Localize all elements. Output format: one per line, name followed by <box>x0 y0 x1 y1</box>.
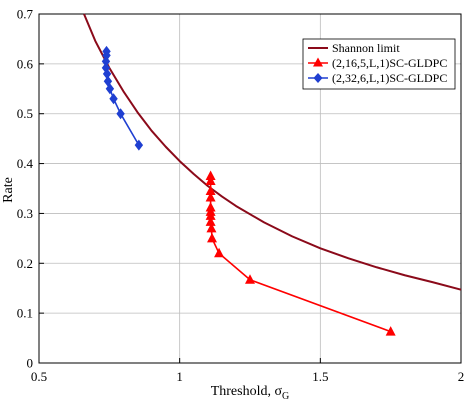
x-axis-ticks: 0.5 1 1.5 2 <box>31 358 464 384</box>
y-tick-label: 0.4 <box>17 156 34 171</box>
series-line-1 <box>209 176 391 333</box>
plot-area-frame <box>38 13 462 364</box>
series-layer <box>83 13 462 336</box>
y-tick-label: 0.6 <box>17 56 34 71</box>
legend-label-sc-gldpc-16: (2,16,5,L,1)SC-GLDPC <box>332 56 447 70</box>
data-point-triangle <box>205 216 216 226</box>
y-tick-label: 0.2 <box>17 256 33 271</box>
y-tick-label: 0.1 <box>17 306 33 321</box>
data-point-diamond <box>105 83 115 95</box>
y-tick-label: 0 <box>27 356 34 371</box>
legend-label-shannon: Shannon limit <box>332 41 400 55</box>
legend-marker-triangle <box>313 57 323 67</box>
y-tick-label: 0.5 <box>17 106 33 121</box>
data-point-triangle <box>205 210 216 220</box>
x-tick-label: 2 <box>458 369 465 384</box>
data-point-triangle <box>245 274 255 284</box>
x-tick-label: 0.5 <box>31 369 47 384</box>
data-point-diamond <box>109 93 118 105</box>
data-point-diamond <box>116 108 125 120</box>
data-point-triangle <box>207 232 218 243</box>
x-axis-label-subscript: G <box>282 391 289 402</box>
y-tick-label: 0.3 <box>17 206 33 221</box>
legend-marker-diamond <box>313 73 323 83</box>
data-point-triangle <box>205 185 216 195</box>
data-point-triangle <box>205 191 216 202</box>
y-axis-label: Rate <box>1 177 16 203</box>
x-axis-label-main: Threshold, σ <box>211 384 283 399</box>
series-line-0 <box>83 13 462 291</box>
x-tick-label: 1.5 <box>312 369 328 384</box>
data-point-diamond <box>101 55 111 67</box>
data-point-triangle <box>214 247 225 258</box>
data-point-triangle <box>385 326 396 336</box>
y-axis-ticks: 0 0.1 0.2 0.3 0.4 0.5 0.6 0.7 <box>17 7 44 371</box>
x-tick-label: 1 <box>176 369 183 384</box>
data-point-diamond <box>101 62 111 74</box>
legend-label-sc-gldpc-32: (2,32,6,L,1)SC-GLDPC <box>332 71 447 85</box>
data-point-triangle <box>205 175 216 186</box>
data-point-diamond <box>102 68 112 80</box>
data-point-diamond <box>134 139 144 151</box>
data-point-triangle <box>206 222 217 233</box>
legend: Shannon limit (2,16,5,L,1)SC-GLDPC (2,32… <box>302 38 456 90</box>
x-axis-label: Threshold, σG <box>211 384 290 402</box>
y-tick-label: 0.7 <box>17 7 34 22</box>
legend-box <box>302 38 456 90</box>
data-point-triangle <box>205 170 216 181</box>
